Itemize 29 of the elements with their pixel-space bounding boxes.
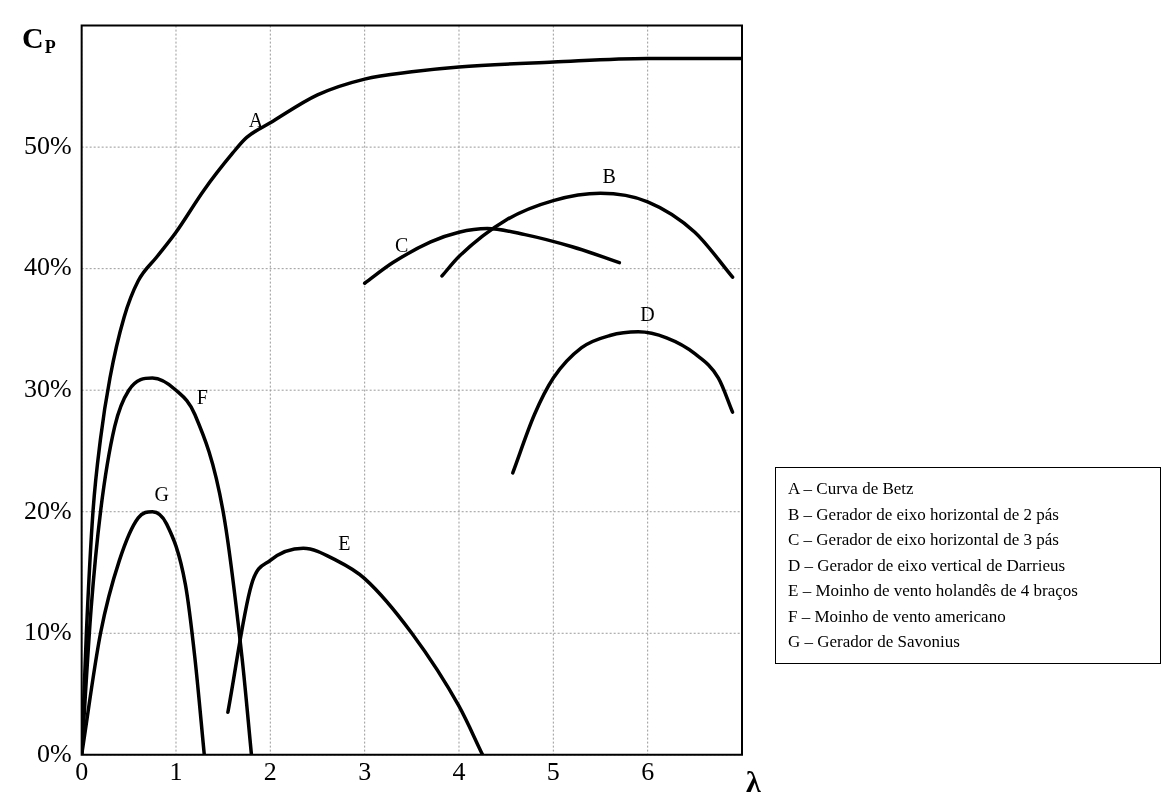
y-tick-label: 50% (23, 130, 72, 160)
x-tick-label: 0 (75, 757, 89, 787)
text: B – Gerador de eixo horizontal de 2 pás (787, 503, 1060, 526)
y-tick-label: 40% (23, 252, 72, 282)
y-tick-label: 10% (23, 617, 72, 647)
x-axis-title: λ (746, 764, 761, 798)
text: E – Moinho de vento holandês de 4 braços (787, 580, 1079, 602)
text: G – Gerador de Savonius (787, 631, 961, 653)
x-tick-label: 6 (641, 757, 655, 787)
line-series (511, 330, 735, 475)
y-tick-label: 20% (23, 495, 72, 525)
annotation: B (602, 164, 616, 187)
annotation: F (196, 385, 208, 408)
annotation: G (154, 482, 169, 505)
x-tick-label: 4 (452, 757, 466, 787)
y-tick-label: 30% (23, 374, 72, 404)
x-tick-label: 3 (358, 757, 372, 787)
annotation: D (640, 303, 655, 326)
text: C – Gerador de eixo horizontal de 3 pás (787, 529, 1060, 551)
annotation: E (338, 531, 351, 554)
x-tick-label: 5 (546, 757, 560, 787)
text: A – Curva de Betz (787, 478, 915, 500)
annotation: C (394, 233, 409, 256)
text: D – Gerador de eixo vertical de Darrieus (787, 554, 1067, 577)
x-tick-label: 1 (169, 757, 183, 787)
x-tick-label: 2 (263, 757, 277, 787)
text: F – Moinho de vento americano (787, 605, 1007, 628)
y-tick-label: 0% (36, 738, 72, 768)
annotation: A (248, 108, 264, 131)
